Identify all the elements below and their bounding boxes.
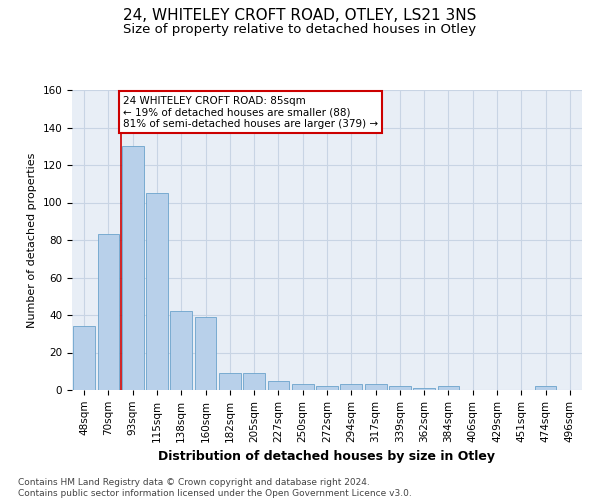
Bar xyxy=(340,384,362,390)
Bar xyxy=(219,373,241,390)
Bar xyxy=(97,234,119,390)
Y-axis label: Number of detached properties: Number of detached properties xyxy=(27,152,37,328)
Bar xyxy=(413,388,435,390)
Bar xyxy=(316,386,338,390)
Bar xyxy=(365,384,386,390)
Bar xyxy=(437,386,460,390)
Bar xyxy=(194,317,217,390)
Bar xyxy=(122,146,143,390)
Text: Distribution of detached houses by size in Otley: Distribution of detached houses by size … xyxy=(158,450,496,463)
Text: 24, WHITELEY CROFT ROAD, OTLEY, LS21 3NS: 24, WHITELEY CROFT ROAD, OTLEY, LS21 3NS xyxy=(124,8,476,22)
Text: Contains HM Land Registry data © Crown copyright and database right 2024.
Contai: Contains HM Land Registry data © Crown c… xyxy=(18,478,412,498)
Bar xyxy=(292,384,314,390)
Bar xyxy=(268,380,289,390)
Bar xyxy=(73,326,95,390)
Bar xyxy=(535,386,556,390)
Bar xyxy=(146,193,168,390)
Bar xyxy=(170,311,192,390)
Text: 24 WHITELEY CROFT ROAD: 85sqm
← 19% of detached houses are smaller (88)
81% of s: 24 WHITELEY CROFT ROAD: 85sqm ← 19% of d… xyxy=(123,96,378,129)
Bar xyxy=(389,386,411,390)
Text: Size of property relative to detached houses in Otley: Size of property relative to detached ho… xyxy=(124,22,476,36)
Bar xyxy=(243,373,265,390)
